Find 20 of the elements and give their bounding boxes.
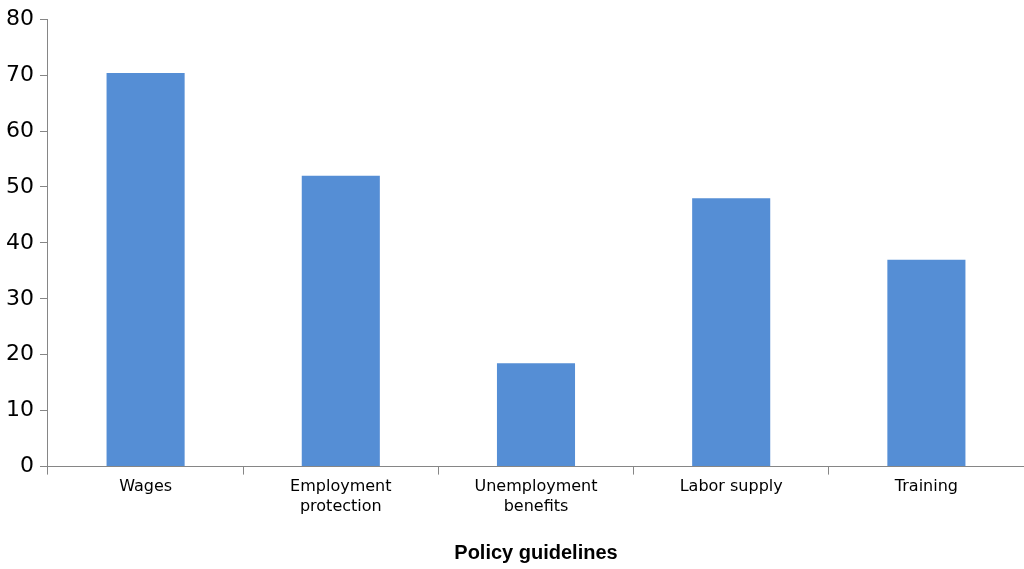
y-tick-label: 30 xyxy=(5,284,34,310)
bar xyxy=(887,259,966,467)
y-tick-label: 50 xyxy=(5,172,34,198)
y-tick-label: 10 xyxy=(5,396,34,422)
x-axis-title: Policy guidelines xyxy=(454,540,618,563)
x-tick-label: Employment protection xyxy=(290,476,392,515)
y-tick-label: 60 xyxy=(5,116,34,142)
bar xyxy=(301,175,380,467)
y-tick-label: 20 xyxy=(5,340,34,366)
x-tick-label: Wages xyxy=(119,476,173,496)
x-tick-label: Unemployment benefits xyxy=(474,476,598,515)
x-tick-label: Training xyxy=(893,476,958,496)
bar xyxy=(496,363,576,467)
bar xyxy=(692,198,771,467)
y-tick-label: 0 xyxy=(19,452,34,478)
y-tick-label: 70 xyxy=(5,60,34,86)
x-tick-label: Labor supply xyxy=(679,476,783,496)
y-tick-label: 80 xyxy=(5,4,34,30)
y-tick-label: 40 xyxy=(5,228,34,254)
bar xyxy=(106,72,185,467)
